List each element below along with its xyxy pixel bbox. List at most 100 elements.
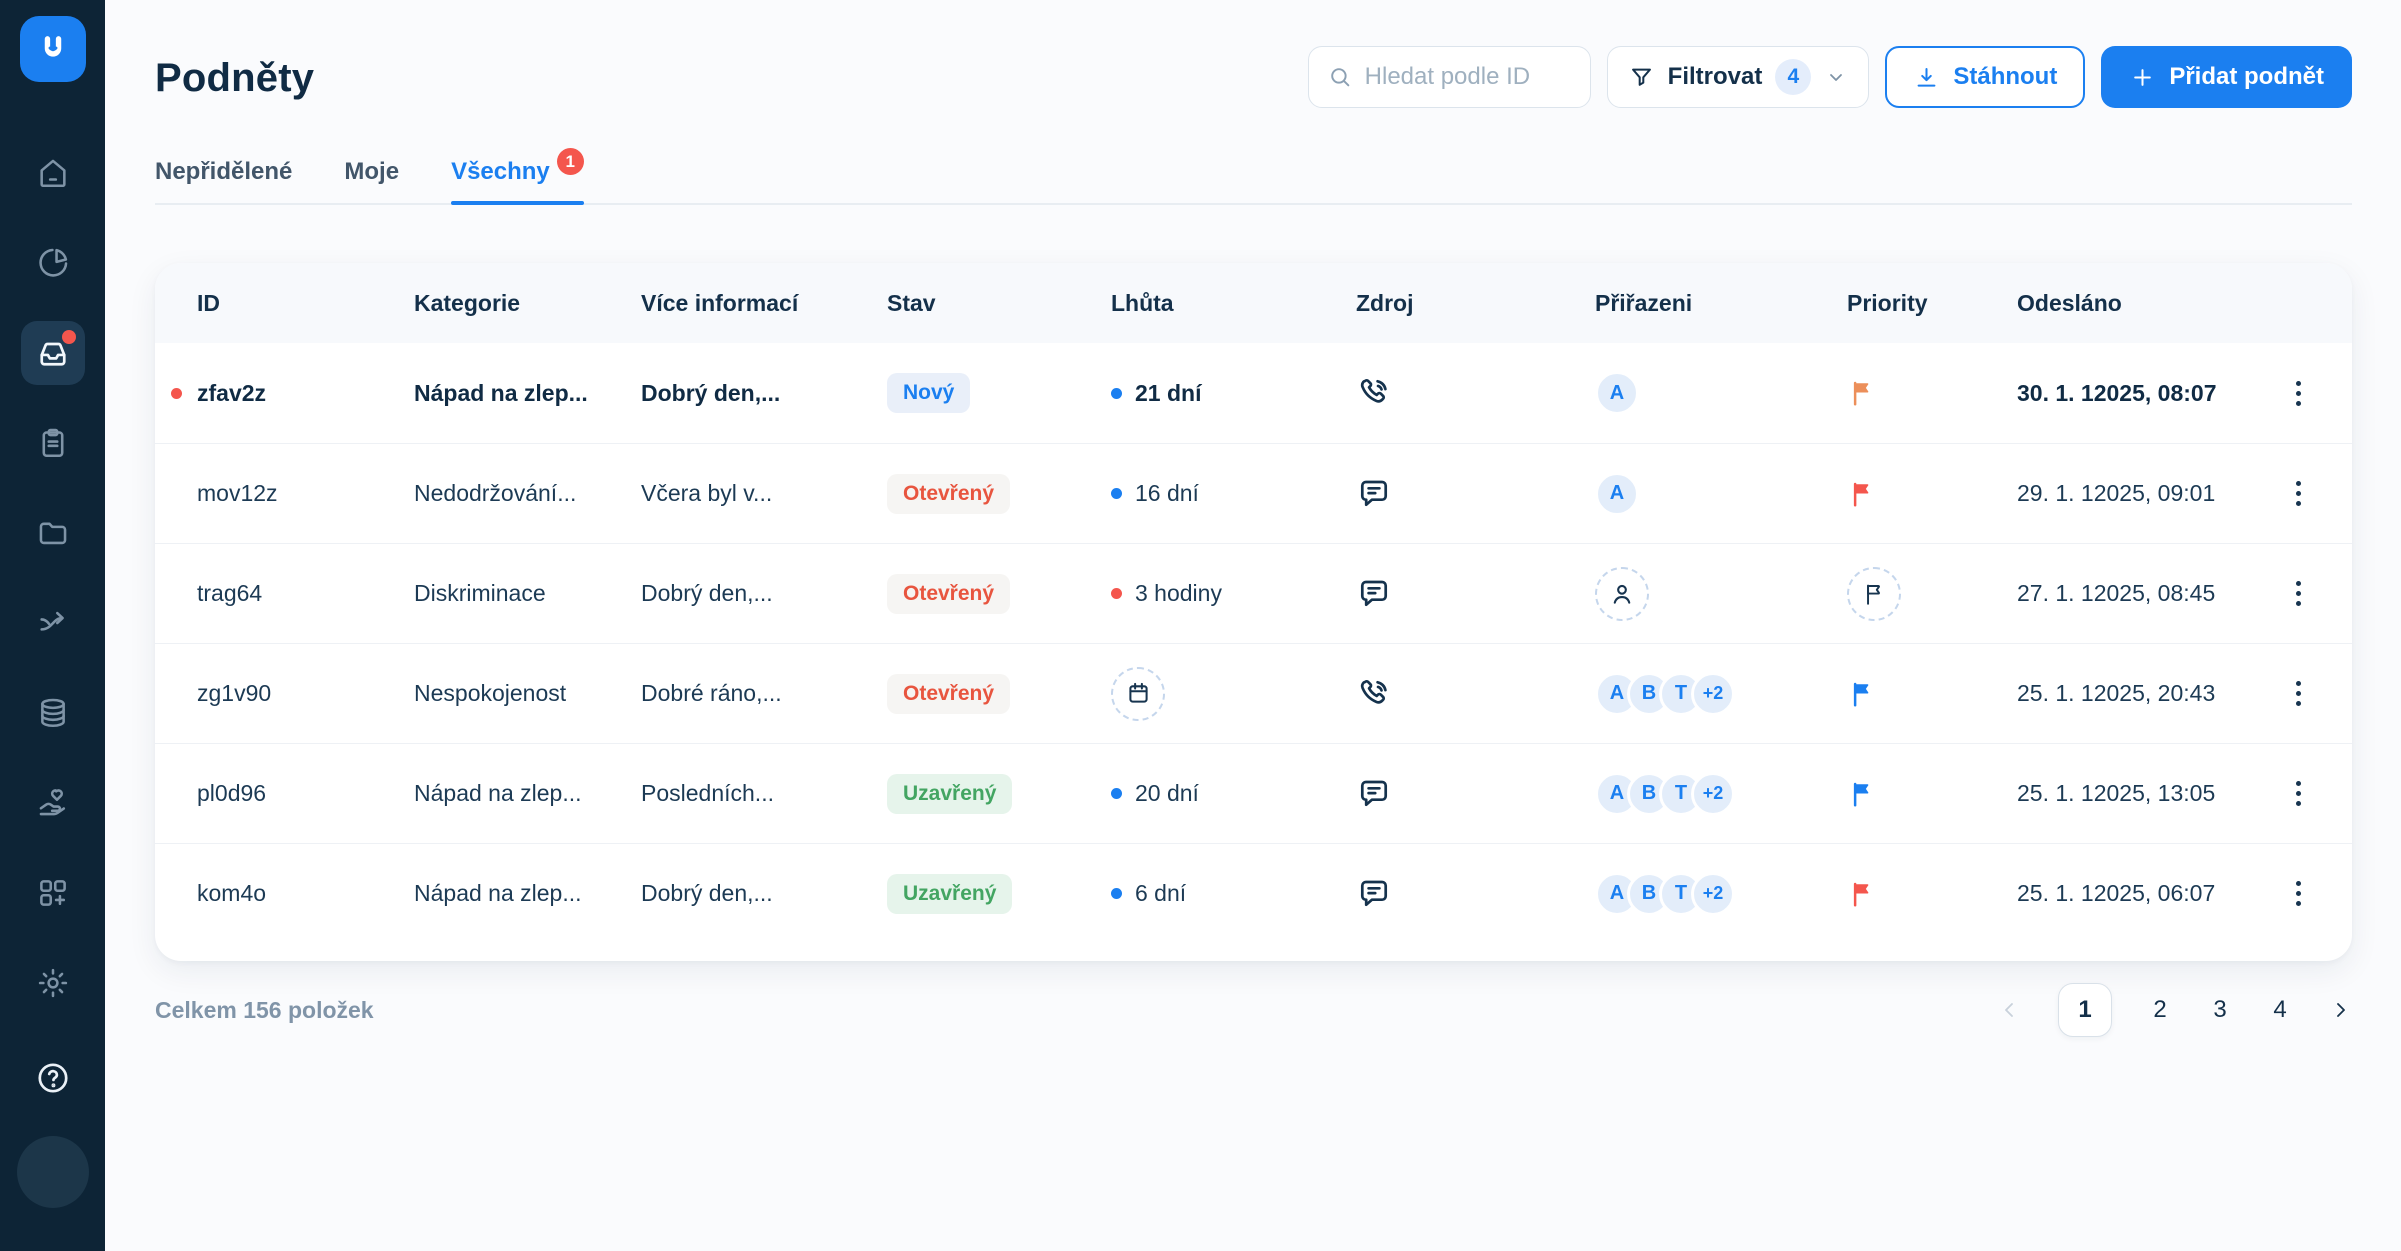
deadline-dot	[1111, 488, 1122, 499]
column-header: Více informací	[641, 289, 799, 316]
page-header: Podněty Filtrovat 4 Stáhnout Přidat podn…	[155, 46, 2352, 108]
sidebar-item-pie-chart[interactable]	[21, 231, 85, 295]
deadline-text: 21 dní	[1135, 379, 1202, 406]
table-row[interactable]: pl0d96 Nápad na zlep... Posledních... Uzavř…	[155, 743, 2352, 843]
sidebar-item-folder[interactable]	[21, 501, 85, 565]
deadline-text: 16 dní	[1135, 480, 1199, 506]
row-menu-button[interactable]	[2274, 470, 2322, 518]
row-menu-button[interactable]	[2274, 369, 2322, 417]
sent-timestamp: 25. 1. 12025, 06:07	[2017, 880, 2216, 906]
sidebar-nav	[20, 141, 85, 1015]
row-menu-button[interactable]	[2274, 770, 2322, 818]
cell-source	[1356, 676, 1595, 712]
status-badge: Otevřený	[887, 573, 1011, 614]
sidebar-item-database[interactable]	[21, 681, 85, 745]
row-menu-button[interactable]	[2274, 870, 2322, 918]
sidebar-item-clipboard[interactable]	[21, 411, 85, 475]
phone-call-icon	[1356, 676, 1392, 712]
funnel-icon	[1628, 64, 1655, 91]
cell-info: Dobré ráno,...	[641, 680, 782, 706]
tab-moje[interactable]: Moje	[344, 158, 399, 203]
avatar-overflow-count: +2	[1691, 771, 1735, 816]
submission-id: pl0d96	[197, 780, 267, 806]
cell-info: Včera byl v...	[641, 480, 773, 506]
user-avatar[interactable]	[16, 1136, 89, 1208]
table-row[interactable]: zg1v90 Nespokojenost Dobré ráno,... Otevřen…	[155, 643, 2352, 743]
cell-priority	[1847, 879, 2017, 909]
priority-flag-icon[interactable]	[1847, 566, 1901, 621]
pagination-prev-button[interactable]	[1998, 998, 2022, 1022]
sidebar	[0, 0, 105, 1251]
pagination-page-2[interactable]: 2	[2148, 983, 2172, 1037]
deadline-calendar-icon[interactable]	[1111, 666, 1165, 721]
cell-category: Diskriminace	[414, 580, 546, 606]
column-header: Odesláno	[2017, 289, 2122, 316]
pagination-page-3[interactable]: 3	[2208, 983, 2232, 1037]
sidebar-item-home[interactable]	[21, 141, 85, 205]
sidebar-bottom	[16, 1046, 89, 1208]
cell-deadline: 3 hodiny	[1111, 580, 1356, 607]
sidebar-item-help[interactable]	[21, 1046, 85, 1110]
tab-všechny[interactable]: Všechny 1	[451, 148, 584, 205]
cell-source	[1356, 576, 1595, 612]
pagination-next-button[interactable]	[2328, 998, 2352, 1022]
download-button[interactable]: Stáhnout	[1885, 46, 2086, 108]
pagination-page-4[interactable]: 4	[2268, 983, 2292, 1037]
cell-deadline: 20 dní	[1111, 780, 1356, 807]
filter-button[interactable]: Filtrovat 4	[1606, 46, 1870, 108]
cell-assignees: A B T +2	[1595, 671, 1847, 716]
sent-timestamp: 30. 1. 12025, 08:07	[2017, 379, 2217, 406]
search-input[interactable]	[1364, 63, 1572, 91]
sidebar-item-hand-heart[interactable]	[21, 771, 85, 835]
status-badge: Otevřený	[887, 673, 1011, 714]
app-logo[interactable]	[19, 16, 86, 82]
row-menu-button[interactable]	[2274, 670, 2322, 718]
cell-category: Nápad na zlep...	[414, 880, 582, 906]
pagination-page-1[interactable]: 1	[2058, 983, 2112, 1037]
row-menu-button[interactable]	[2274, 570, 2322, 618]
submissions-table-card: ID Kategorie Více informací Stav Lhůta Zdroj P…	[155, 263, 2352, 961]
deadline-text: 20 dní	[1135, 780, 1199, 806]
deadline-dot	[1111, 788, 1122, 799]
column-header: ID	[197, 289, 220, 316]
sidebar-item-inbox[interactable]	[20, 321, 85, 385]
status-badge: Otevřený	[887, 473, 1011, 514]
cell-assignees	[1595, 566, 1847, 621]
status-badge: Uzavřený	[887, 873, 1013, 914]
cell-id: kom4o	[197, 880, 414, 907]
add-submission-button[interactable]: Přidat podnět	[2101, 46, 2352, 108]
flag-orange-icon	[1847, 378, 1877, 408]
table-row[interactable]: zfav2z Nápad na zlep... Dobrý den,... Nový 2…	[155, 343, 2352, 443]
assign-person-icon[interactable]	[1595, 566, 1649, 621]
column-header: Kategorie	[414, 289, 521, 316]
submission-id: mov12z	[197, 480, 278, 506]
cell-deadline	[1111, 666, 1356, 721]
table-row[interactable]: trag64 Diskriminace Dobrý den,... Otevřený 3…	[155, 543, 2352, 643]
cell-priority	[1847, 779, 2017, 809]
cell-source	[1356, 476, 1595, 512]
table-row[interactable]: mov12z Nedodržování... Včera byl v... Otevř…	[155, 443, 2352, 543]
sidebar-item-apps-add[interactable]	[21, 861, 85, 925]
cell-info: Dobrý den,...	[641, 379, 781, 406]
column-header: Zdroj	[1356, 289, 1414, 316]
tab-label: Moje	[344, 158, 400, 185]
cell-info: Dobrý den,...	[641, 580, 773, 606]
table-row[interactable]: kom4o Nápad na zlep... Dobrý den,... Uzavře…	[155, 843, 2352, 943]
chat-bubble-icon	[1356, 476, 1392, 512]
tab-nepřidělené[interactable]: Nepřidělené	[155, 158, 292, 203]
cell-priority	[1847, 479, 2017, 509]
search-icon	[1327, 64, 1353, 90]
filter-label: Filtrovat	[1667, 63, 1763, 90]
tab-bar: Nepřidělené Moje Všechny 1	[155, 148, 2352, 205]
sidebar-item-settings[interactable]	[21, 951, 85, 1015]
column-header: Přiřazeni	[1595, 289, 1693, 316]
sidebar-item-arrow-forward[interactable]	[21, 591, 85, 655]
table-body: zfav2z Nápad na zlep... Dobrý den,... Nový 2…	[155, 343, 2352, 943]
cell-status: Uzavřený	[887, 773, 1111, 814]
u-logo-icon	[44, 36, 61, 57]
cell-source	[1356, 375, 1595, 411]
cell-id: pl0d96	[197, 780, 414, 807]
cell-id: zfav2z	[171, 380, 414, 407]
